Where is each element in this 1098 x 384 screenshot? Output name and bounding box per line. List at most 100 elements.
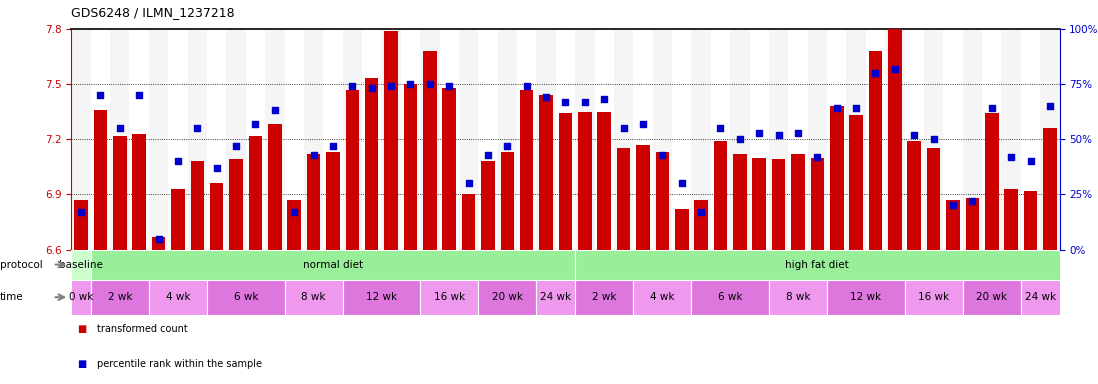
Bar [497,29,517,250]
Bar [905,280,963,315]
Bar [1005,189,1018,250]
Bar [71,29,91,250]
Point [1041,103,1058,109]
Point [344,83,361,89]
Bar [304,29,323,250]
Bar [885,29,905,250]
Bar [421,29,439,250]
Point [479,152,496,158]
Text: time: time [0,292,24,302]
Point [770,132,787,138]
Bar [284,280,343,315]
Bar [907,141,921,250]
Point [828,105,845,111]
Bar [769,29,788,250]
Bar [672,29,692,250]
Bar [71,280,91,315]
Bar [91,29,110,250]
Bar [808,29,827,250]
Bar [888,23,901,250]
Bar [343,280,421,315]
Bar [152,237,166,250]
Point [208,165,225,171]
Text: 16 wk: 16 wk [434,292,464,302]
Bar [384,31,397,250]
Bar [210,183,224,250]
Bar [326,152,339,250]
Bar [827,280,905,315]
Text: transformed count: transformed count [97,324,188,334]
Point [440,83,458,89]
Point [866,70,884,76]
Point [363,85,381,91]
Bar [714,141,727,250]
Bar [923,29,943,250]
Bar [537,280,575,315]
Bar [578,112,592,250]
Bar [656,152,669,250]
Bar [110,29,130,250]
Bar [810,157,825,250]
Bar [421,280,479,315]
Bar [965,198,979,250]
Bar [401,29,421,250]
Point [169,158,187,164]
Point [557,99,574,105]
Point [421,81,438,87]
Point [305,152,323,158]
Point [635,121,652,127]
Text: protocol: protocol [0,260,43,270]
Point [72,209,90,215]
Text: percentile rank within the sample: percentile rank within the sample [97,359,261,369]
Bar [346,89,359,250]
Point [595,96,613,103]
Point [576,99,594,105]
Bar [171,189,184,250]
Bar [652,29,672,250]
Bar [439,29,459,250]
Bar [710,29,730,250]
Bar [517,29,537,250]
Bar [1001,29,1021,250]
Text: 16 wk: 16 wk [918,292,949,302]
Bar [284,29,304,250]
Bar [636,145,650,250]
Point [808,154,826,160]
Point [712,125,729,131]
Bar [692,280,769,315]
Bar [692,29,710,250]
Bar [597,112,610,250]
Point [693,209,710,215]
Bar [634,29,652,250]
Bar [772,159,785,250]
Text: ■: ■ [77,324,86,334]
Text: 20 wk: 20 wk [492,292,523,302]
Text: 20 wk: 20 wk [976,292,1007,302]
Bar [91,250,575,280]
Point [537,94,554,100]
Text: 6 wk: 6 wk [718,292,742,302]
Bar [323,29,343,250]
Bar [191,161,204,250]
Text: high fat diet: high fat diet [785,260,849,270]
Bar [614,29,634,250]
Bar [963,29,982,250]
Bar [248,136,262,250]
Bar [575,280,634,315]
Point [731,136,749,142]
Point [498,143,516,149]
Bar [927,148,940,250]
Bar [365,78,379,250]
Bar [268,124,281,250]
Point [247,121,265,127]
Bar [246,29,265,250]
Bar [501,152,514,250]
Point [848,105,865,111]
Bar [479,29,497,250]
Point [944,202,962,209]
Point [91,92,109,98]
Bar [1040,29,1060,250]
Bar [226,29,246,250]
Bar [866,29,885,250]
Bar [575,29,594,250]
